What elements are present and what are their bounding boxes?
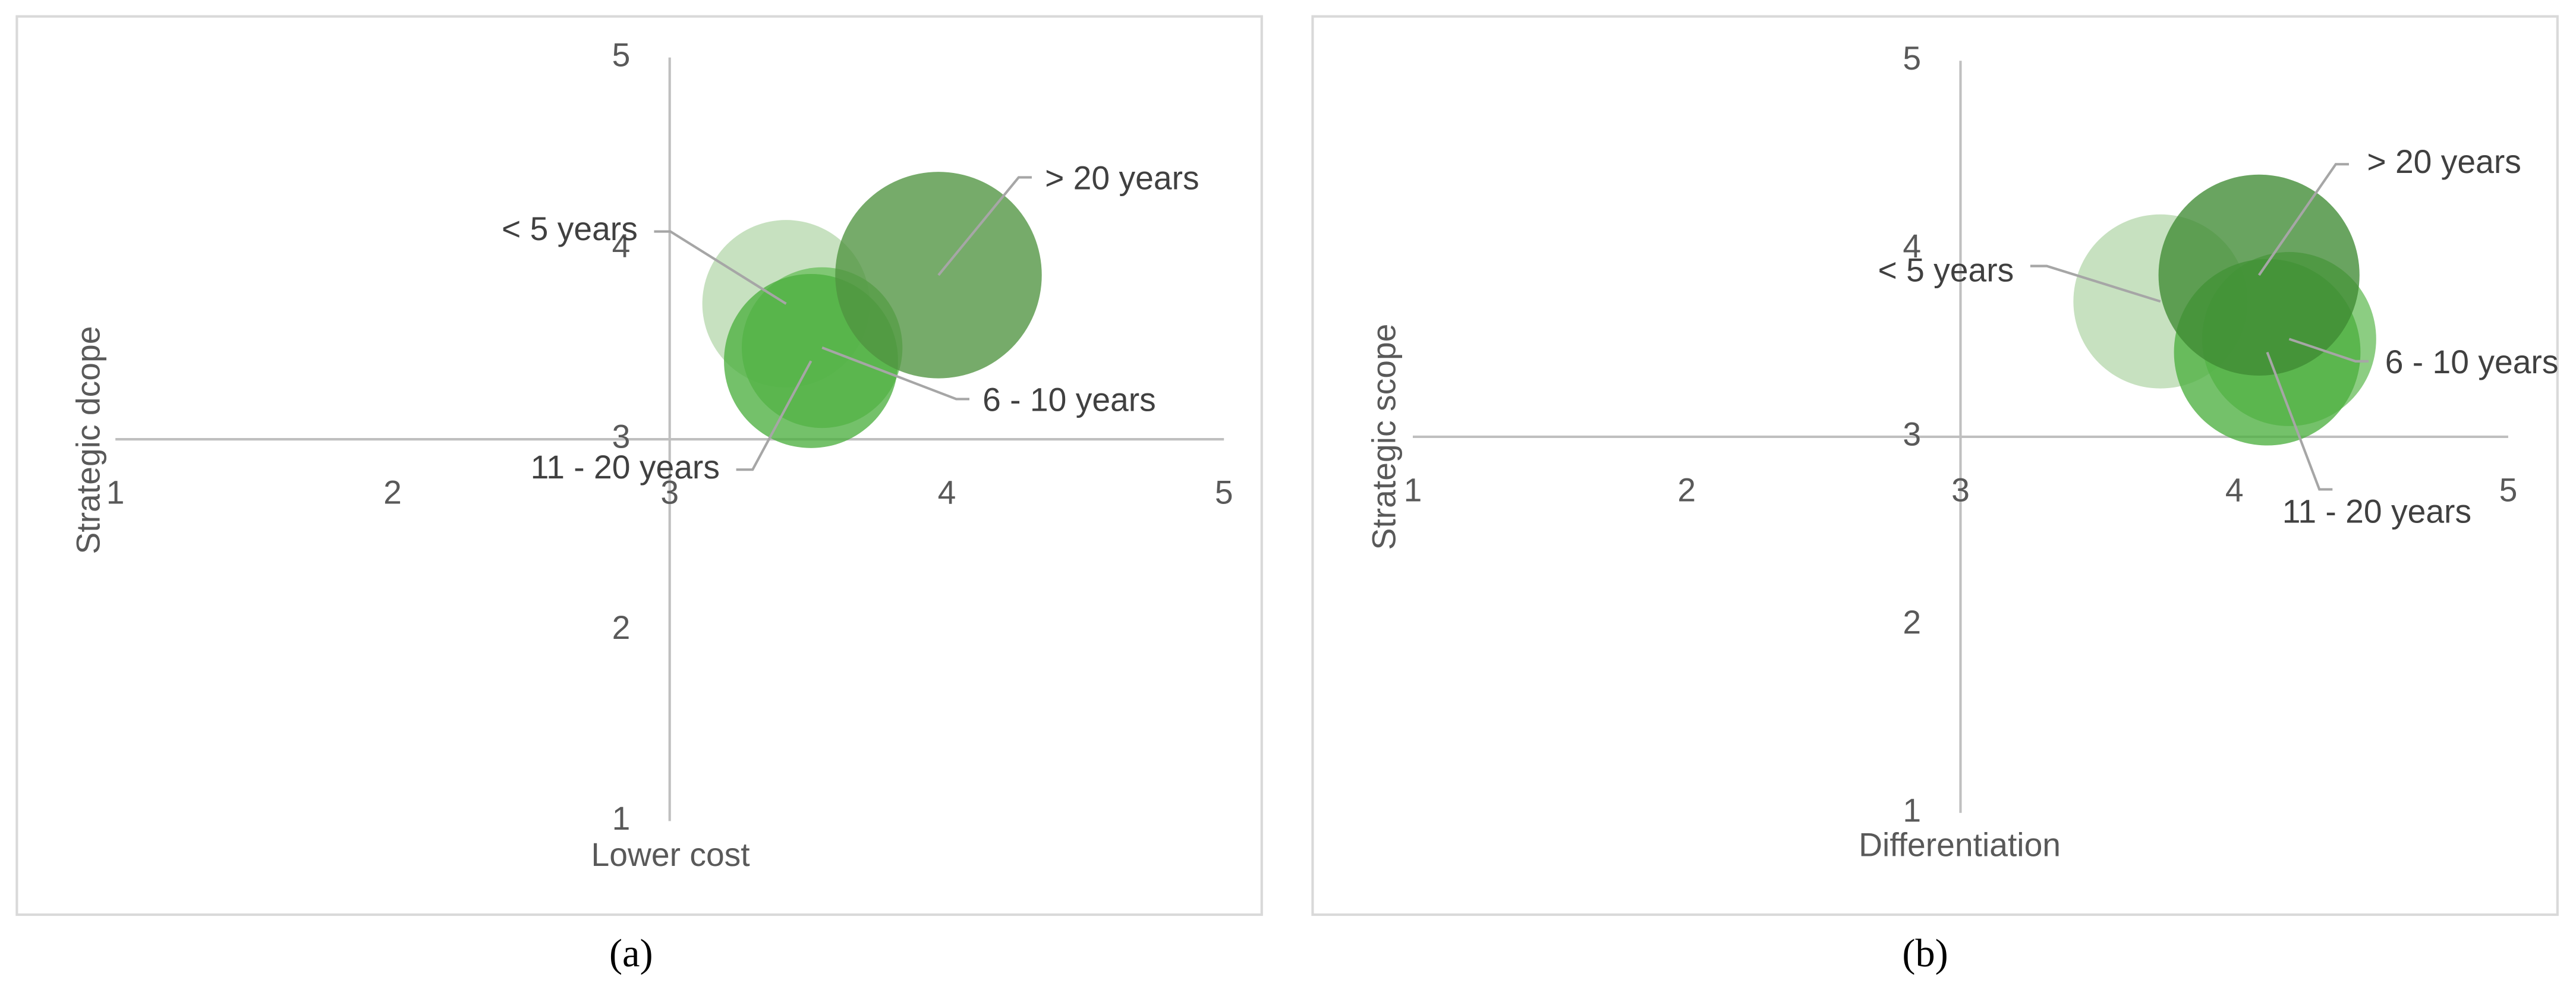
data-label: < 5 years [502, 210, 638, 247]
y-tick-label: 3 [612, 418, 631, 455]
y-tick-label: 4 [1903, 228, 1921, 264]
panel-frame [1311, 15, 2559, 916]
data-label: > 20 years [2367, 143, 2521, 180]
x-axis-title: Differentiation [1859, 826, 2061, 863]
x-tick-label: 4 [938, 474, 956, 511]
leader-line [937, 176, 1032, 276]
y-axis-title: Strategic dcope [70, 326, 106, 555]
y-axis-title: Strategic scope [1365, 324, 1402, 550]
data-label: 6 - 10 years [982, 382, 1156, 418]
leader-line [2266, 351, 2333, 491]
y-tick-label: 2 [612, 609, 631, 646]
x-tick-label: 5 [2499, 472, 2518, 509]
caption: (b) [1902, 932, 1948, 975]
leader-line [2288, 338, 2369, 363]
x-tick-label: 3 [1951, 472, 1970, 509]
x-tick-label: 1 [106, 474, 125, 511]
x-axis-title: Lower cost [591, 836, 750, 873]
leader-line [736, 360, 813, 471]
leader-line [821, 346, 969, 401]
x-tick-label: 5 [1215, 474, 1233, 511]
data-label: 11 - 20 years [531, 449, 720, 486]
y-tick-label: 4 [612, 228, 631, 264]
x-tick-label: 2 [383, 474, 402, 511]
leader-line [2257, 163, 2349, 276]
data-label: < 5 years [1878, 251, 2014, 288]
data-label: 6 - 10 years [2385, 344, 2559, 380]
data-label: 11 - 20 years [2282, 493, 2471, 530]
leader-line [2030, 264, 2161, 303]
x-tick-label: 3 [660, 474, 679, 511]
x-tick-label: 2 [1677, 472, 1696, 509]
y-tick-label: 5 [612, 36, 631, 73]
panel-frame [15, 15, 1263, 916]
y-tick-label: 5 [1903, 40, 1921, 77]
data-label: > 20 years [1045, 160, 1199, 197]
leader-line [654, 230, 787, 305]
caption: (a) [609, 932, 653, 975]
y-tick-label: 1 [1903, 792, 1921, 828]
y-tick-label: 3 [1903, 416, 1921, 453]
x-tick-label: 4 [2225, 472, 2244, 509]
y-tick-label: 1 [612, 800, 631, 837]
y-tick-label: 2 [1903, 604, 1921, 641]
x-tick-label: 1 [1404, 472, 1422, 509]
